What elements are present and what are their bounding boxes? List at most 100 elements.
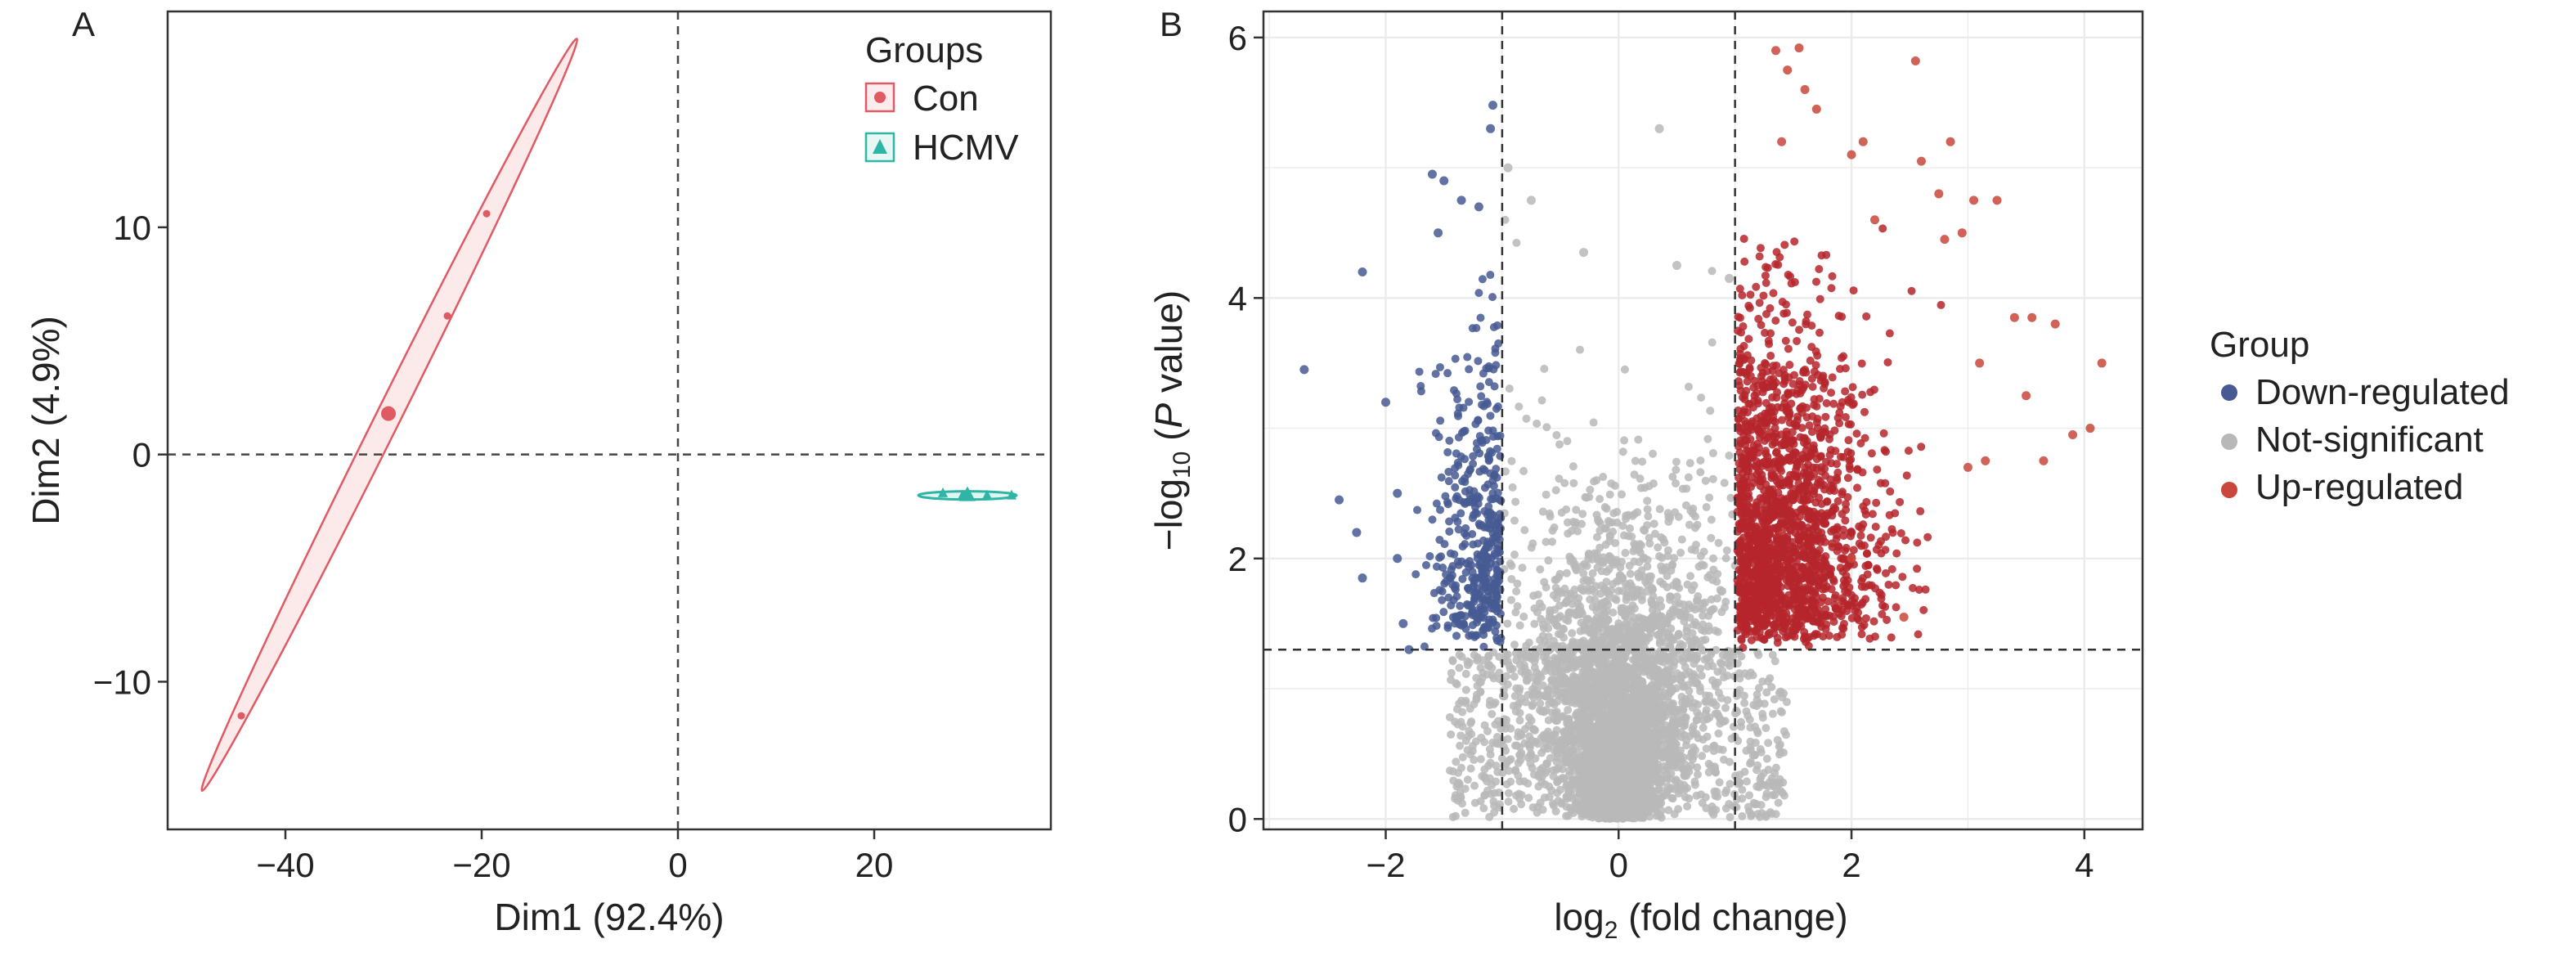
- ns-point-1801: [1685, 459, 1694, 468]
- up-point-4559: [1898, 573, 1907, 582]
- ns-point-166: [1569, 478, 1578, 487]
- ns-point-3052: [1585, 745, 1594, 754]
- ns-point-3760: [1456, 731, 1465, 740]
- ns-point-3131: [1655, 505, 1664, 514]
- ns-point-1206: [1511, 497, 1520, 506]
- ns-point-2886: [1562, 663, 1571, 672]
- ns-point-3799: [1557, 799, 1566, 808]
- ns-point-3058: [1686, 506, 1695, 515]
- ns-point-3196: [1580, 702, 1589, 711]
- ns-point-3258: [1699, 716, 1708, 725]
- ns-point-2418: [1701, 476, 1710, 485]
- ns-point-1517: [1591, 595, 1600, 604]
- ns-point-2237: [1507, 574, 1516, 583]
- ns-point-3885: [1502, 780, 1511, 789]
- ns-point-2424: [1586, 576, 1595, 585]
- ns-point-4037: [1505, 661, 1514, 670]
- up-point-4470: [1855, 522, 1864, 531]
- up-point-4626: [1761, 271, 1770, 280]
- ns-point-3696: [1558, 735, 1567, 744]
- ns-point-4049: [1520, 739, 1529, 748]
- ns-point-2447: [1564, 609, 1573, 618]
- ns-point-3373: [1524, 793, 1533, 802]
- ns-point-2389: [1573, 527, 1582, 536]
- ns-point-3629: [1777, 708, 1786, 717]
- ns-point-3705: [1458, 753, 1467, 762]
- ns-point-4006: [1721, 804, 1730, 813]
- panel-a-label: A: [72, 5, 95, 43]
- up-point-4270: [1793, 336, 1802, 345]
- ns-point-3700: [1583, 787, 1592, 796]
- ns-point-4045: [1715, 745, 1724, 754]
- up-point-4443: [1785, 361, 1794, 370]
- ns-point-2835: [1656, 577, 1665, 586]
- ns-point-3123: [1577, 645, 1586, 654]
- ns-point-2557: [1550, 747, 1559, 756]
- ns-point-3231: [1757, 801, 1766, 810]
- ns-point-2938: [1610, 715, 1619, 724]
- ns-point-3274: [1723, 696, 1732, 705]
- ns-point-2914: [1694, 592, 1703, 601]
- ns-point-2730: [1672, 592, 1681, 601]
- up-point-4555: [1810, 367, 1819, 376]
- ns-point-3539: [1689, 721, 1698, 730]
- ns-point-1215: [1548, 537, 1557, 546]
- ns-point-3515: [1480, 791, 1489, 800]
- ns-point-3349: [1770, 695, 1779, 704]
- ns-point-2887: [1580, 559, 1589, 568]
- volcano-points: [1299, 43, 2107, 824]
- ns-point-558: [1666, 592, 1675, 601]
- ns-point-4026: [1604, 742, 1613, 751]
- ns-point-3698: [1448, 767, 1457, 776]
- ns-point-3692: [1603, 798, 1612, 807]
- pca-legend-title: Groups: [865, 30, 983, 70]
- ns-point-3342: [1463, 775, 1472, 784]
- ns-point-1676: [1551, 486, 1560, 495]
- ns-point-3896: [1612, 809, 1621, 818]
- ns-point-1645: [1636, 572, 1645, 581]
- ns-point-2227: [1709, 565, 1718, 574]
- ns-point-3950: [1584, 760, 1593, 769]
- ns-point-1310: [1690, 605, 1699, 614]
- ns-point-3830: [1575, 673, 1584, 682]
- con-point-3: [482, 209, 491, 218]
- up-point-4756: [1826, 475, 1835, 484]
- ns-point-3093: [1662, 639, 1671, 648]
- ns-point-2716: [1676, 676, 1685, 685]
- ns-point-3201: [1593, 735, 1602, 744]
- ns-point-3449: [1663, 739, 1672, 748]
- ns-point-3961: [1631, 757, 1640, 766]
- ns-point-3954: [1628, 776, 1637, 785]
- ns-point-3546: [1633, 729, 1642, 738]
- ns-point-3991: [1679, 654, 1688, 663]
- up-point-4735: [1825, 430, 1834, 439]
- ns-point-3971: [1533, 686, 1542, 695]
- ns-point-58: [1631, 456, 1640, 465]
- ns-point-3912: [1558, 651, 1567, 660]
- ns-point-3875: [1671, 746, 1680, 755]
- ns-point-3460: [1740, 699, 1749, 708]
- ns-point-2553: [1671, 508, 1680, 517]
- ns-point-3739: [1589, 695, 1598, 704]
- ns-point-3849: [1686, 761, 1695, 770]
- ns-point-2391: [1591, 582, 1600, 591]
- ns-point-2393: [1542, 490, 1551, 499]
- ns-point-4043: [1586, 655, 1595, 664]
- up-point-4294: [1838, 487, 1847, 496]
- up-point-4501: [1797, 424, 1806, 433]
- ns-point-3942: [1473, 653, 1482, 662]
- ns-point-3840: [1751, 800, 1760, 809]
- ns-point-4052: [1600, 790, 1609, 799]
- ns-point-3613: [1740, 691, 1749, 700]
- ns-point-1979: [1696, 468, 1705, 477]
- ns-point-3767: [1677, 692, 1686, 701]
- ns-point-3802: [1713, 792, 1722, 801]
- ns-point-3788: [1591, 649, 1600, 658]
- ns-point-3992: [1681, 670, 1690, 679]
- ns-point-3494: [1714, 729, 1723, 738]
- ns-point-1190: [1505, 384, 1514, 393]
- ns-point-287: [1575, 345, 1584, 354]
- up-point-4589: [1747, 356, 1756, 365]
